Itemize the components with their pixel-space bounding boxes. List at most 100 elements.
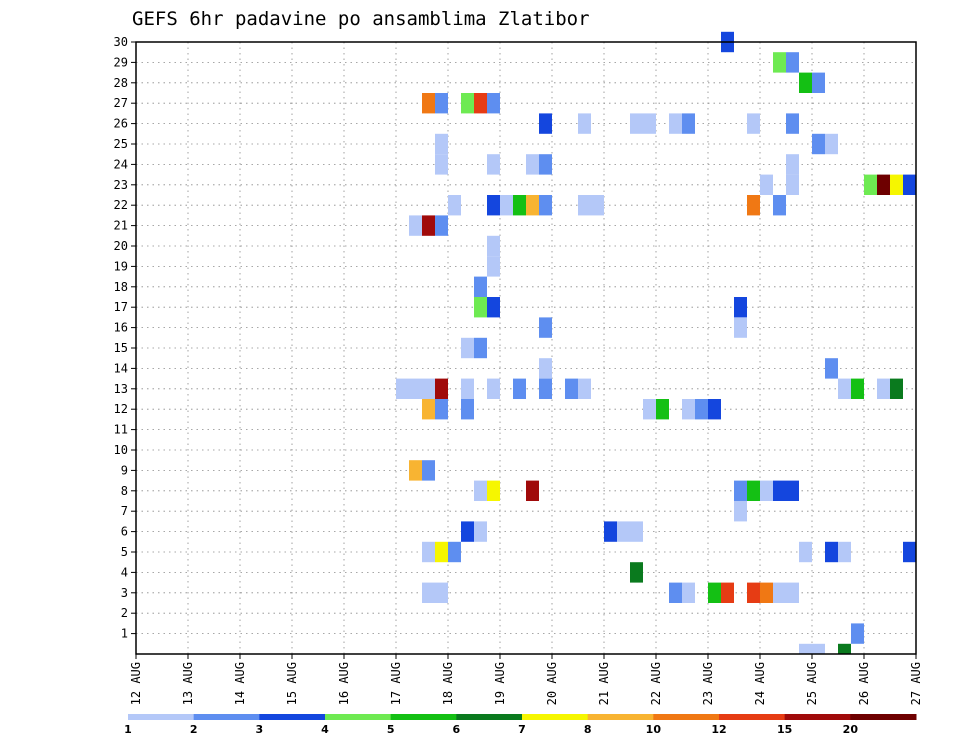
- precip-cell: [409, 378, 422, 399]
- precip-cell: [630, 521, 643, 542]
- precip-cell: [578, 113, 591, 134]
- precip-cell: [591, 195, 604, 216]
- y-tick-label: 23: [114, 178, 128, 192]
- precip-cell: [461, 337, 474, 359]
- colorbar-swatch: [653, 714, 720, 720]
- x-tick-label: 12 AUG: [129, 662, 143, 705]
- precip-cell: [487, 480, 500, 501]
- precip-cell: [539, 358, 552, 379]
- precip-cell: [747, 113, 760, 134]
- precip-cell: [838, 378, 851, 399]
- precip-cell: [799, 72, 812, 93]
- precip-cell: [539, 154, 552, 175]
- precip-cell: [487, 378, 500, 399]
- precip-cell: [422, 215, 435, 236]
- precip-cell: [786, 582, 799, 603]
- x-tick-label: 18 AUG: [441, 662, 455, 705]
- precip-cell: [838, 541, 851, 563]
- colorbar-swatch: [193, 714, 260, 720]
- x-tick-label: 21 AUG: [597, 662, 611, 705]
- precip-cell: [695, 399, 708, 420]
- precip-cell: [487, 195, 500, 216]
- precip-cell: [864, 174, 877, 195]
- colorbar-label: 3: [256, 723, 264, 736]
- precip-cell: [474, 276, 487, 297]
- precip-cell: [435, 154, 448, 175]
- y-tick-label: 10: [114, 443, 128, 457]
- y-tick-label: 6: [121, 525, 128, 539]
- precip-cell: [760, 174, 773, 195]
- y-tick-label: 2: [121, 606, 128, 620]
- y-tick-label: 28: [114, 76, 128, 90]
- colorbar-swatch: [456, 714, 523, 720]
- y-tick-label: 22: [114, 198, 128, 212]
- precip-cell: [669, 582, 682, 603]
- precip-cell: [500, 195, 513, 216]
- precip-cell: [422, 399, 435, 420]
- precip-cell: [682, 113, 695, 134]
- colorbar-swatch: [850, 714, 917, 720]
- precip-cell: [396, 378, 409, 399]
- y-tick-label: 19: [114, 259, 128, 273]
- precip-cell: [851, 623, 864, 644]
- precip-cell: [812, 133, 825, 155]
- precip-cell: [773, 480, 786, 501]
- y-tick-label: 12: [114, 402, 128, 416]
- precip-cell: [422, 541, 435, 563]
- precip-cell: [578, 378, 591, 399]
- y-axis-ticks: 1234567891011121314151617181920212223242…: [114, 35, 136, 641]
- precip-cell: [825, 541, 838, 563]
- y-tick-label: 15: [114, 341, 128, 355]
- colorbar-label: 7: [518, 723, 526, 736]
- precip-cell: [890, 174, 903, 195]
- colorbar-label: 6: [453, 723, 461, 736]
- precip-cell: [461, 399, 474, 420]
- precip-cell: [474, 337, 487, 359]
- precip-cell: [474, 480, 487, 501]
- precip-cell: [682, 582, 695, 603]
- precip-cell: [747, 582, 760, 603]
- precip-cell: [747, 195, 760, 216]
- precip-cell: [773, 195, 786, 216]
- precip-cell: [786, 52, 799, 73]
- colorbar-swatch: [325, 714, 392, 720]
- y-tick-label: 13: [114, 382, 128, 396]
- precip-cell: [526, 154, 539, 175]
- precip-cell: [825, 133, 838, 155]
- colorbar-swatch: [719, 714, 786, 720]
- precip-cell: [435, 215, 448, 236]
- precip-cell: [903, 174, 916, 195]
- y-tick-label: 29: [114, 55, 128, 69]
- y-tick-label: 8: [121, 484, 128, 498]
- x-tick-label: 25 AUG: [805, 662, 819, 705]
- precip-cell: [630, 113, 643, 134]
- colorbar-label: 1: [124, 723, 132, 736]
- x-tick-label: 24 AUG: [753, 662, 767, 705]
- precip-cell: [890, 378, 903, 399]
- y-tick-label: 14: [114, 361, 128, 375]
- precip-cell: [877, 174, 890, 195]
- x-tick-label: 16 AUG: [337, 662, 351, 705]
- precip-cell: [682, 399, 695, 420]
- precip-cell: [578, 195, 591, 216]
- y-tick-label: 17: [114, 300, 128, 314]
- precip-cell: [409, 460, 422, 481]
- y-tick-label: 16: [114, 321, 128, 335]
- precip-cell: [786, 174, 799, 195]
- precip-cell: [461, 378, 474, 399]
- precip-cell: [708, 582, 721, 603]
- precip-cell: [799, 541, 812, 563]
- precip-cell: [461, 93, 474, 114]
- precip-cell: [513, 195, 526, 216]
- precip-cell: [747, 480, 760, 501]
- precip-cell: [526, 195, 539, 216]
- precip-cell: [487, 93, 500, 114]
- precip-cell: [448, 541, 461, 563]
- colorbar-swatch: [587, 714, 654, 720]
- precip-cell: [643, 399, 656, 420]
- precip-cell: [422, 582, 435, 603]
- precip-cell: [539, 317, 552, 338]
- y-tick-label: 30: [114, 35, 128, 49]
- precip-cell: [760, 582, 773, 603]
- precip-cell: [825, 358, 838, 379]
